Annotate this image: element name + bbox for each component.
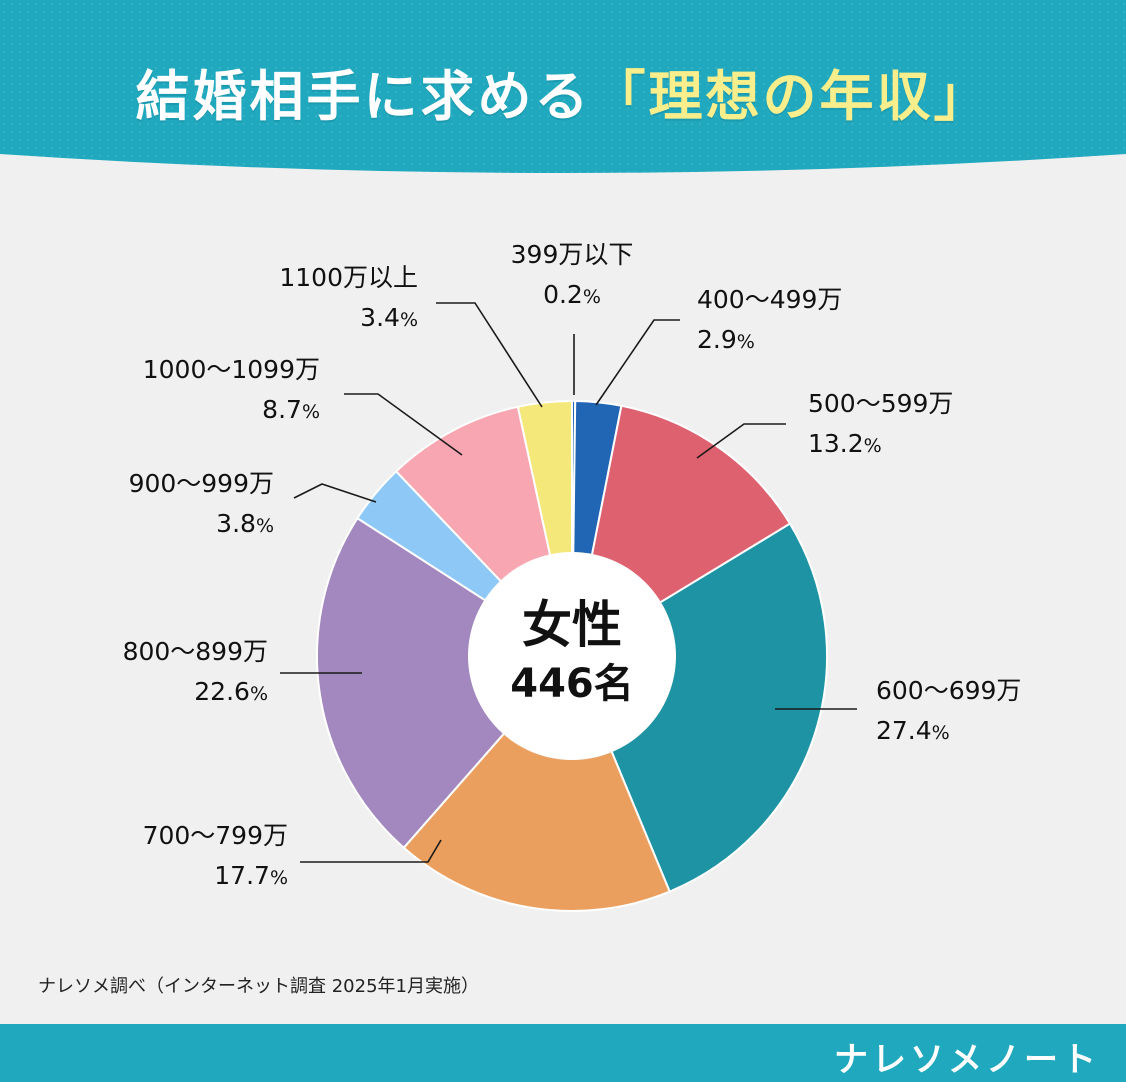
leader-line-3 [696,423,786,459]
category-label-2: 400〜499万 [697,285,842,314]
leader-lines [280,302,857,863]
leader-line-2 [595,319,680,406]
category-label-9: 1100万以上 [279,263,418,292]
pie-slice-5 [402,654,671,912]
page-title: 結婚相手に求める「理想の年収」 [0,52,1126,131]
center-count: 446名 [510,661,634,707]
value-label-9: 3.4% [360,303,418,332]
center-label: 女性 [522,596,622,654]
category-label-8: 1000〜1099万 [143,355,320,384]
value-label-8: 8.7% [262,395,320,424]
category-label-3: 500〜599万 [808,389,953,418]
category-label-7: 900〜999万 [129,469,274,498]
value-label-7: 3.8% [216,509,274,538]
title-highlight: 「理想の年収」 [591,65,991,128]
header-banner: 結婚相手に求める「理想の年収」 [0,0,1126,190]
title-prefix: 結婚相手に求める [135,65,592,128]
pie-slice-4 [570,522,828,893]
value-label-4: 27.4% [876,716,950,745]
value-label-5: 17.7% [214,861,288,890]
center-hole [468,552,676,760]
leader-line-7 [293,483,377,503]
category-label-1: 399万以下 [511,240,634,269]
pie-slices [316,399,828,912]
category-label-6: 800〜899万 [123,637,268,666]
category-label-5: 700〜799万 [143,821,288,850]
category-label-4: 600〜699万 [876,676,1021,705]
footer-bar: ナレソメノート [0,1024,1126,1082]
brand-logo: ナレソメノート [834,1040,1100,1080]
pie-slice-6 [316,516,574,850]
value-label-6: 22.6% [194,677,268,706]
leader-line-5 [300,839,442,863]
value-label-3: 13.2% [808,429,882,458]
value-label-2: 2.9% [697,325,755,354]
survey-note: ナレソメ調べ（インターネット調査 2025年1月実施） [38,976,479,997]
leader-line-9 [436,302,543,408]
header-curve [0,154,1126,190]
leader-line-8 [344,393,463,456]
value-label-1: 0.2% [543,280,601,309]
